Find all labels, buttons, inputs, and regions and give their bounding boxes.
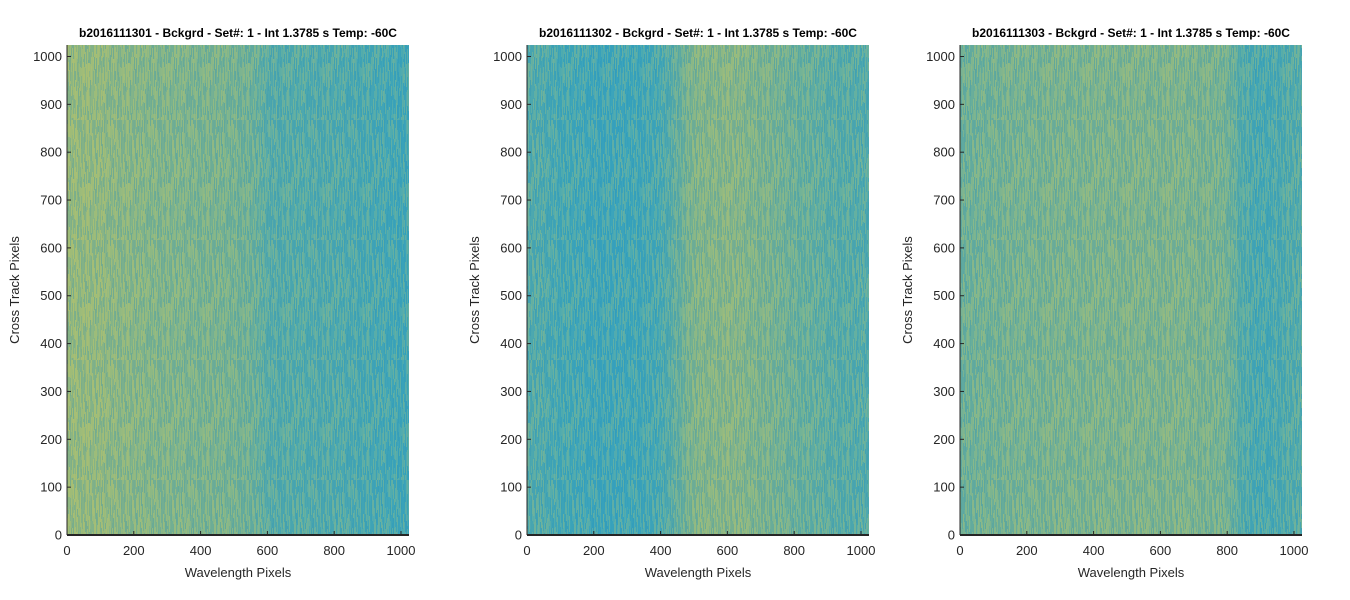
y-tick-label: 100 [933,480,955,495]
y-tick-label: 300 [933,384,955,399]
y-tick-label: 500 [500,288,522,303]
y-tick-label: 700 [933,193,955,208]
x-tick-label: 0 [956,543,963,558]
y-tick-label: 600 [933,240,955,255]
y-tick-label: 600 [40,240,62,255]
y-tick-label: 800 [933,145,955,160]
y-tick-label: 1000 [493,49,522,64]
y-tick-label: 700 [500,193,522,208]
x-axis-label: Wavelength Pixels [185,565,292,580]
x-tick-label: 400 [650,543,672,558]
x-tick-label: 800 [783,543,805,558]
y-tick-label: 100 [40,480,62,495]
x-tick-label: 0 [523,543,530,558]
x-tick-label: 0 [63,543,70,558]
panel-2: 0 100 200 300 400 500 600 700 800 900 1000 0 200 400 6… [467,26,875,580]
panel-title: b2016111303 - Bckgrd - Set#: 1 - Int 1.3… [972,26,1290,40]
y-tick-label: 1000 [926,49,955,64]
y-tick-label: 0 [948,528,955,543]
x-tick-label: 800 [323,543,345,558]
y-tick-label: 400 [40,336,62,351]
heatmap-texture [527,45,869,535]
panel-title: b2016111302 - Bckgrd - Set#: 1 - Int 1.3… [539,26,857,40]
y-tick-label: 700 [40,193,62,208]
y-tick-label: 600 [500,240,522,255]
panel-title: b2016111301 - Bckgrd - Set#: 1 - Int 1.3… [79,26,397,40]
y-tick-label: 500 [933,288,955,303]
y-tick-label: 0 [515,528,522,543]
x-tick-label: 1000 [847,543,876,558]
y-tick-label: 900 [933,97,955,112]
y-tick-label: 900 [40,97,62,112]
x-tick-label: 600 [257,543,279,558]
x-tick-label: 600 [1150,543,1172,558]
y-axis-label: Cross Track Pixels [7,236,22,344]
y-tick-label: 200 [933,432,955,447]
y-tick-label: 800 [40,145,62,160]
y-tick-label: 1000 [33,49,62,64]
heatmap-texture [960,45,1302,535]
y-axis-label: Cross Track Pixels [900,236,915,344]
heatmap-texture [67,45,409,535]
y-tick-label: 200 [40,432,62,447]
x-tick-label: 600 [717,543,739,558]
y-tick-label: 800 [500,145,522,160]
y-tick-label: 300 [500,384,522,399]
x-tick-label: 200 [583,543,605,558]
y-tick-label: 100 [500,480,522,495]
y-tick-label: 0 [55,528,62,543]
panel-3: 0 100 200 300 400 500 600 700 800 900 1000 0 200 400 6… [900,26,1308,580]
y-tick-label: 200 [500,432,522,447]
y-tick-label: 300 [40,384,62,399]
x-tick-label: 1000 [1280,543,1309,558]
y-tick-label: 400 [933,336,955,351]
x-axis-label: Wavelength Pixels [1078,565,1185,580]
y-axis-label: Cross Track Pixels [467,236,482,344]
x-tick-label: 200 [1016,543,1038,558]
y-tick-label: 900 [500,97,522,112]
x-tick-label: 1000 [387,543,416,558]
x-tick-label: 400 [190,543,212,558]
x-axis-label: Wavelength Pixels [645,565,752,580]
x-tick-label: 400 [1083,543,1105,558]
x-tick-label: 800 [1216,543,1238,558]
x-tick-label: 200 [123,543,145,558]
panel-1: 0 100 200 300 400 500 600 700 800 900 1000 0 200 400 6… [7,26,415,580]
y-tick-label: 500 [40,288,62,303]
y-tick-label: 400 [500,336,522,351]
